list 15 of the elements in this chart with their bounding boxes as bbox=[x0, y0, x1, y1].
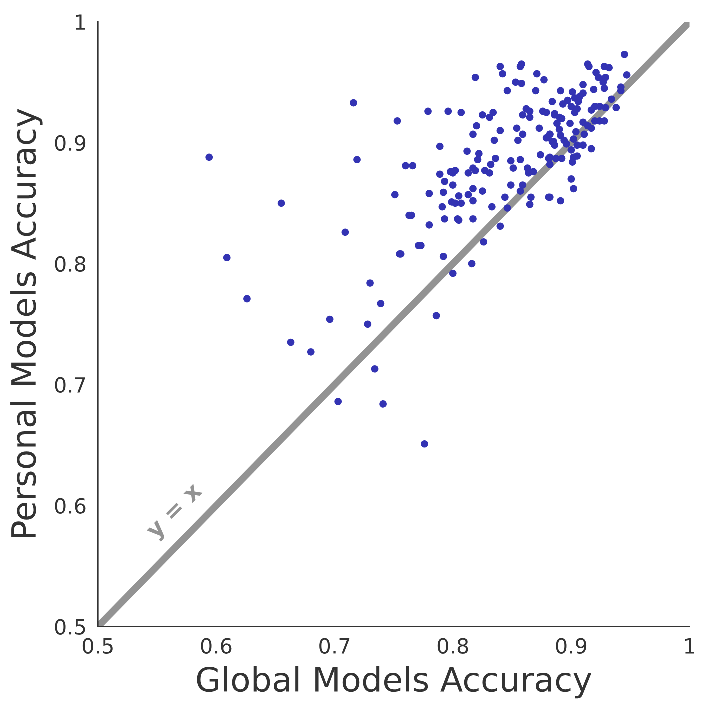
x-axis-title: Global Models Accuracy bbox=[197, 666, 592, 699]
y-axis-title: Personal Models Accuracy bbox=[10, 109, 43, 538]
x-tick-label: 0.5 bbox=[82, 638, 113, 654]
x-tick-label: 0.7 bbox=[320, 638, 350, 654]
y-tick-label: 1 bbox=[76, 14, 86, 30]
x-tick-label: 0.9 bbox=[556, 638, 587, 654]
y-tick-label: 0.7 bbox=[55, 377, 86, 394]
x-tick-label: 0.8 bbox=[438, 638, 468, 654]
annotation: y = x bbox=[146, 484, 207, 544]
x-tick-label: 1 bbox=[685, 638, 694, 654]
x-tick-label: 0.6 bbox=[201, 638, 232, 654]
y-tick-label: 0.5 bbox=[55, 619, 86, 635]
y-tick-label: 0.8 bbox=[55, 256, 86, 272]
y-tick-label: 0.9 bbox=[55, 135, 86, 152]
y-tick-label: 0.6 bbox=[55, 498, 86, 514]
